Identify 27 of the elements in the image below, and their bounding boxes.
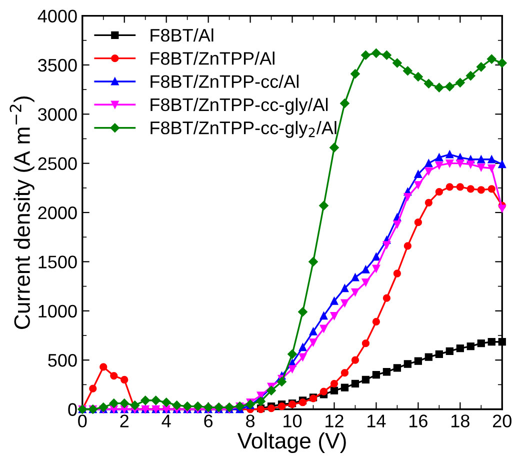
y-tick-label: 0 (68, 403, 77, 416)
y-axis-title: Current density (A m$^{−2}$) (10, 96, 34, 329)
y-tick-label: 2000 (38, 206, 77, 220)
y-tick-label: 1000 (38, 304, 77, 318)
x-tick-label: 2 (120, 414, 128, 428)
x-tick-label: 18 (451, 414, 470, 428)
y-tick-label: 3000 (38, 108, 77, 121)
x-tick-label: 14 (368, 414, 386, 428)
x-tick-label: 10 (284, 414, 302, 428)
x-tick-label: 20 (492, 414, 512, 428)
y-tick-label: 3500 (38, 58, 77, 72)
y-tick-label: 2500 (38, 157, 77, 170)
x-tick-label: 4 (162, 414, 171, 428)
legend-label: F8BT/ZnTPP-cc/Al (150, 74, 298, 88)
x-tick-label: 0 (78, 414, 87, 428)
x-axis-title: Voltage (V) (237, 432, 346, 454)
y-tick-label: 1500 (38, 256, 77, 268)
x-tick-label: 12 (326, 414, 344, 428)
y-tick-label: 4000 (38, 10, 77, 22)
x-tick-label: 16 (410, 414, 428, 428)
legend-label: F8BT/ZnTPP/Al (150, 52, 274, 65)
x-tick-label: 8 (246, 414, 255, 428)
y-tick-label: 500 (48, 354, 77, 367)
legend-label: F8BT/ZnTPP-cc-gly$_{2}$/Al (150, 121, 336, 138)
legend-label: F8BT/ZnTPP-cc-gly/Al (150, 98, 328, 115)
x-tick-label: 6 (204, 414, 213, 428)
legend-label: F8BT/Al (150, 28, 214, 42)
